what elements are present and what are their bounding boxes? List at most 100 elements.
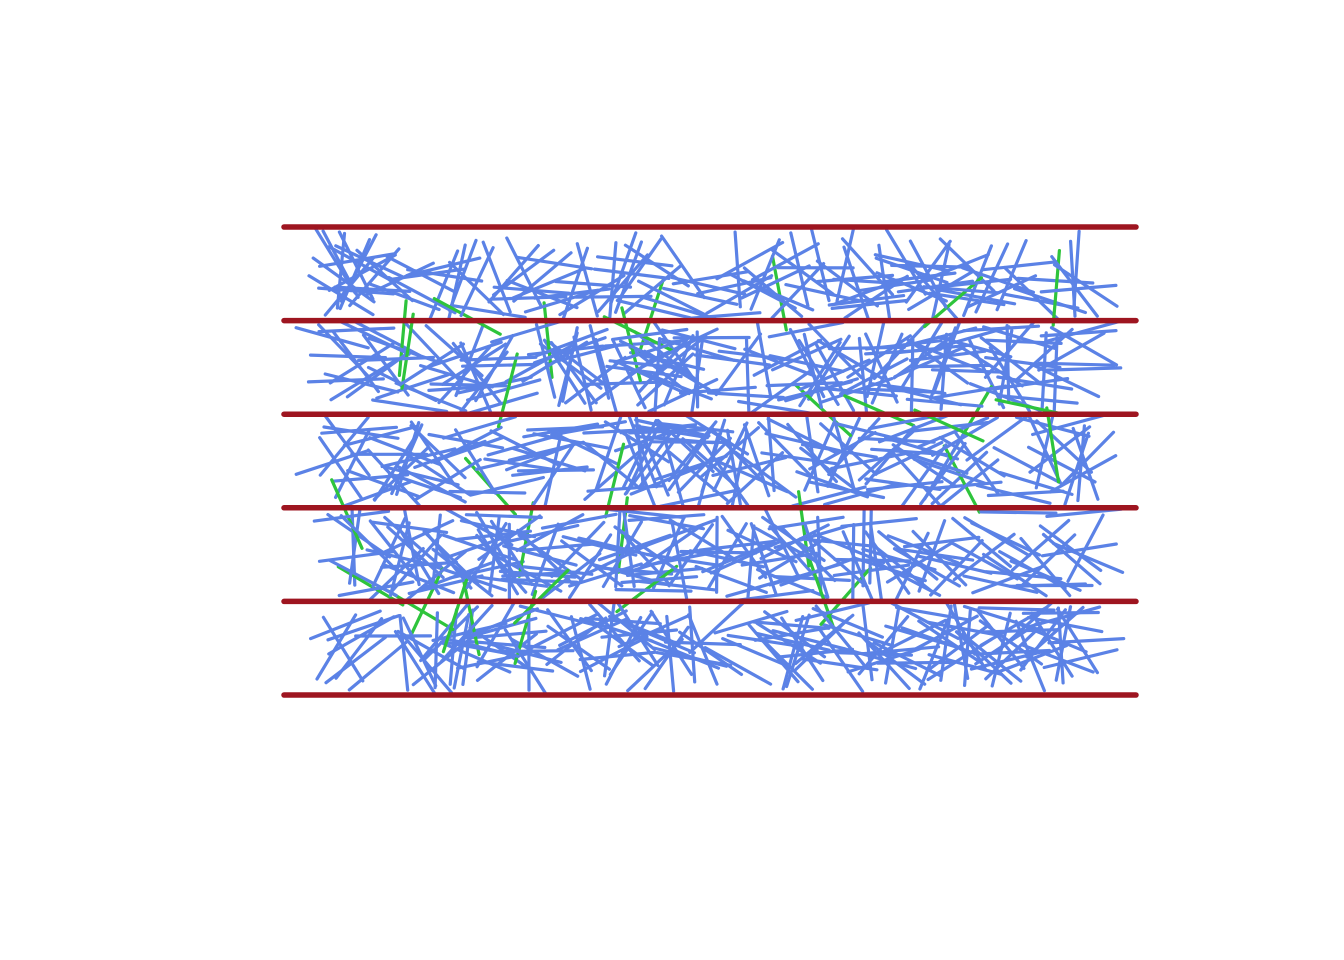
needle-non-crossing (516, 255, 594, 271)
needle-crossing (432, 297, 502, 336)
needle-non-crossing (876, 660, 955, 665)
needle-non-crossing (965, 274, 1038, 309)
needle-non-crossing (937, 458, 1000, 509)
needle-non-crossing (321, 615, 365, 683)
needle-non-crossing (841, 530, 875, 603)
needle-non-crossing (770, 337, 843, 372)
needle-non-crossing (594, 337, 618, 414)
needle-non-crossing (827, 294, 906, 307)
needle-non-crossing (737, 588, 815, 602)
needle-non-crossing (1028, 425, 1092, 474)
needle-non-crossing (643, 625, 690, 691)
needle-non-crossing (581, 440, 644, 492)
needle-non-crossing (843, 274, 909, 320)
needle-non-crossing (698, 539, 776, 552)
needle-non-crossing (406, 268, 484, 283)
needle-non-crossing (466, 378, 542, 402)
needle-non-crossing (752, 338, 823, 377)
needle-non-crossing (1008, 582, 1088, 589)
needle-non-crossing (700, 418, 727, 494)
needle-non-crossing (545, 616, 608, 667)
needle-non-crossing (636, 435, 715, 445)
needle-non-crossing (387, 275, 457, 315)
needle-non-crossing (610, 327, 689, 341)
needle-non-crossing (794, 601, 871, 623)
needle-non-crossing (475, 632, 538, 683)
needle-non-crossing (798, 358, 871, 391)
needle-non-crossing (927, 653, 1004, 676)
needle-non-crossing (505, 278, 579, 310)
needle-non-crossing (1030, 413, 1107, 437)
needle-non-crossing (631, 424, 710, 440)
floor-lines-group (281, 224, 1139, 698)
needle-non-crossing (747, 623, 800, 684)
needle-non-crossing (318, 436, 364, 501)
needle-non-crossing (886, 534, 960, 565)
needle-non-crossing (613, 337, 688, 364)
needle-non-crossing (476, 660, 555, 673)
needle-crossing (330, 478, 364, 550)
needle-non-crossing (894, 448, 969, 475)
needle-non-crossing (396, 629, 465, 670)
needle-non-crossing (563, 355, 627, 405)
needle-non-crossing (875, 271, 948, 303)
needle-non-crossing (550, 420, 628, 437)
needle-crossing (400, 312, 415, 390)
needle-non-crossing (532, 432, 610, 450)
needle-non-crossing (1044, 320, 1120, 344)
needle-non-crossing (414, 458, 482, 501)
needle-non-crossing (620, 575, 699, 585)
needle-non-crossing (466, 607, 540, 638)
needle-non-crossing (487, 642, 563, 665)
needle-non-crossing (309, 609, 382, 641)
needle-non-crossing (751, 525, 821, 565)
needle-non-crossing (614, 587, 693, 593)
needle-non-crossing (322, 425, 400, 440)
needle-crossing (397, 299, 408, 377)
needle-non-crossing (388, 267, 466, 281)
needle-non-crossing (870, 542, 933, 593)
needle-non-crossing (679, 549, 758, 555)
needle-non-crossing (608, 508, 686, 520)
needle-non-crossing (1010, 518, 1071, 572)
needle-non-crossing (996, 375, 1074, 391)
needle-non-crossing (486, 433, 562, 457)
needle-non-crossing (454, 529, 533, 542)
needle-non-crossing (597, 533, 672, 562)
needle-non-crossing (776, 380, 853, 402)
needle-non-crossing (905, 337, 970, 385)
needle-non-crossing (876, 618, 947, 656)
needle-non-crossing (806, 334, 851, 401)
needle-non-crossing (419, 601, 471, 663)
needle-non-crossing (1040, 331, 1048, 410)
needle-non-crossing (431, 547, 494, 598)
needle-non-crossing (727, 271, 797, 310)
needle-non-crossing (560, 539, 624, 588)
needle-non-crossing (713, 609, 789, 635)
needle-non-crossing (827, 417, 881, 476)
needle-non-crossing (324, 635, 388, 685)
needle-non-crossing (588, 324, 611, 400)
needle-non-crossing (575, 242, 599, 318)
needle-non-crossing (896, 547, 975, 562)
needle-non-crossing (1014, 415, 1091, 438)
needle-non-crossing (380, 447, 457, 469)
needle-non-crossing (481, 240, 512, 314)
needle-non-crossing (979, 510, 1058, 515)
needle-non-crossing (992, 446, 1062, 485)
needle-non-crossing (1021, 643, 1095, 674)
needle-non-crossing (939, 604, 953, 682)
needle-non-crossing (661, 286, 739, 306)
needle-non-crossing (1039, 283, 1118, 294)
needle-non-crossing (317, 323, 373, 381)
needle-non-crossing (839, 357, 909, 396)
needle-non-crossing (750, 242, 820, 282)
needle-non-crossing (808, 536, 869, 589)
needle-non-crossing (892, 547, 962, 588)
needle-non-crossing (742, 423, 771, 498)
needles-group (294, 226, 1126, 697)
needle-non-crossing (638, 579, 716, 592)
needle-non-crossing (1066, 513, 1105, 583)
needle-non-crossing (802, 332, 824, 409)
